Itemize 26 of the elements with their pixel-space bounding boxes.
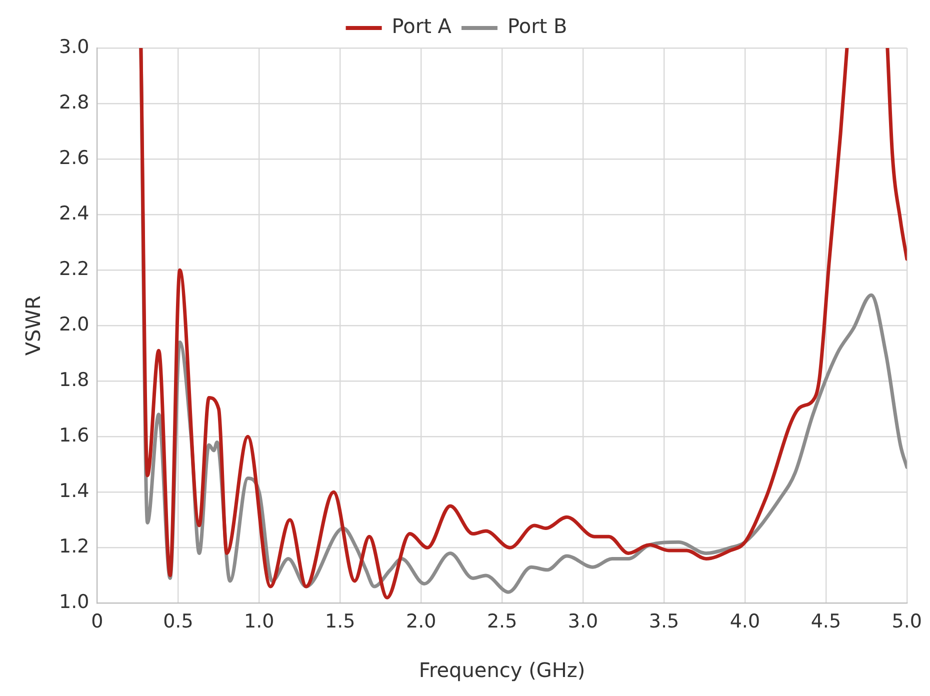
y-tick-label: 3.0 [59, 36, 90, 58]
x-tick-label: 1.0 [244, 610, 274, 633]
legend-label: Port B [507, 14, 568, 38]
x-tick-label: 2.5 [486, 610, 518, 633]
x-tick-label: 0.5 [163, 610, 194, 633]
y-axis-title: VSWR [21, 295, 46, 356]
y-tick-label: 1.8 [59, 369, 90, 392]
y-tick-label: 1.6 [59, 424, 90, 447]
legend-label: Port A [392, 14, 452, 38]
y-tick-label: 2.4 [59, 202, 90, 224]
x-tick-label: 0 [91, 610, 104, 633]
x-axis-title: Frequency (GHz) [418, 658, 586, 682]
y-tick-label: 2.2 [59, 258, 90, 280]
y-tick-label: 2.8 [59, 91, 90, 114]
y-tick-label: 2.6 [59, 146, 90, 169]
x-tick-label: 2.0 [406, 610, 436, 633]
x-tick-label: 1.5 [325, 610, 356, 633]
y-tick-label: 2.0 [59, 314, 90, 336]
x-tick-label: 5.0 [892, 610, 922, 633]
x-tick-label: 3.5 [648, 610, 680, 633]
x-tick-label: 4.5 [810, 610, 842, 633]
y-tick-label: 1.4 [59, 480, 90, 502]
x-tick-label: 4.0 [730, 610, 760, 633]
x-tick-label: 3.0 [568, 610, 598, 633]
y-tick-label: 1.2 [59, 536, 90, 558]
y-tick-label: 1.0 [59, 591, 90, 614]
